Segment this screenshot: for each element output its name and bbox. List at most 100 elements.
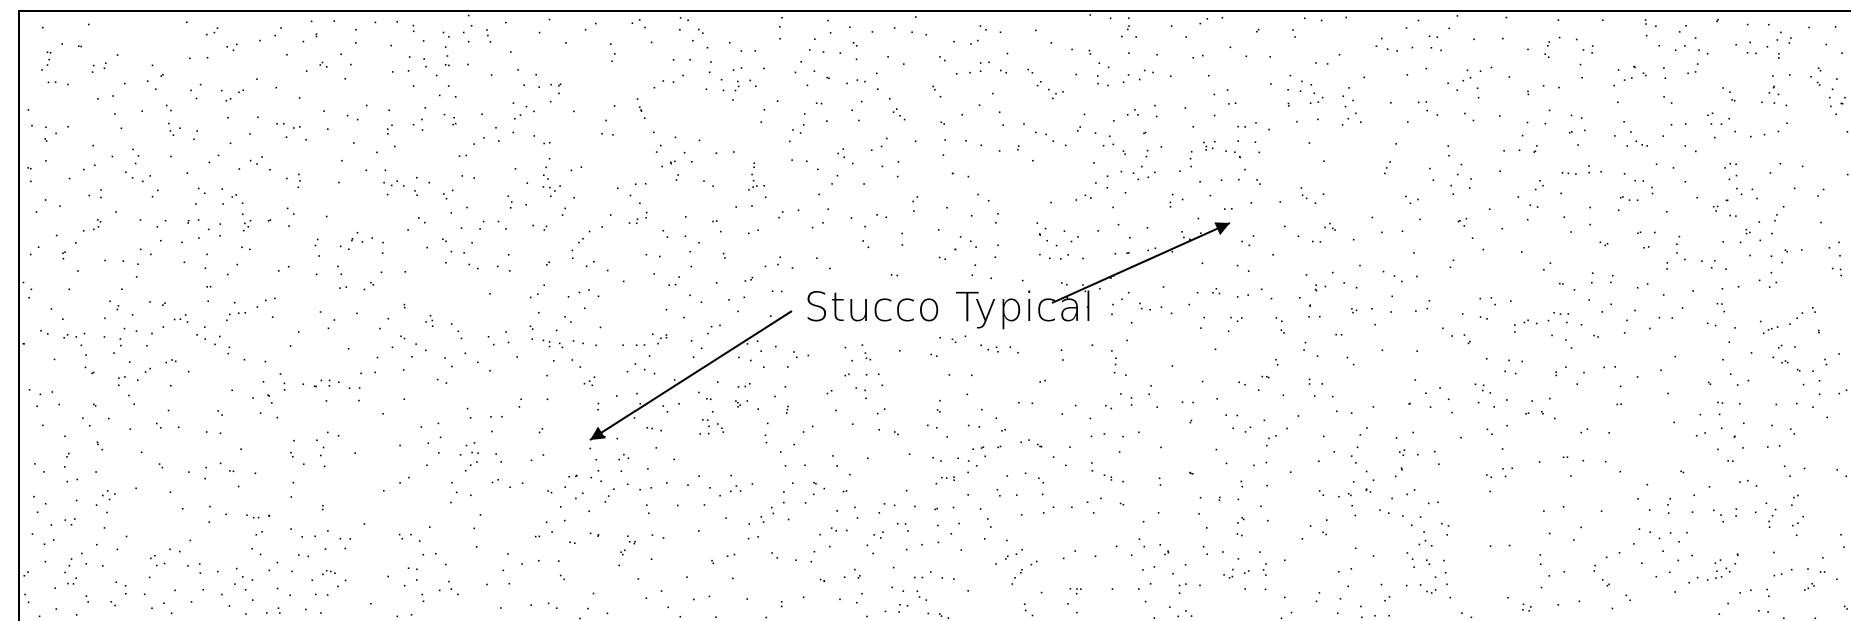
stucco-dot <box>94 164 96 167</box>
stucco-dot <box>244 312 247 314</box>
stucco-dot <box>1767 611 1769 613</box>
stucco-dot <box>831 183 833 185</box>
stucco-dot <box>1710 267 1713 269</box>
stucco-dot <box>85 354 87 356</box>
stucco-dot <box>1215 448 1218 451</box>
stucco-dot <box>1776 326 1779 328</box>
stucco-dot <box>679 29 681 31</box>
stucco-dot <box>1124 192 1127 194</box>
stucco-dot <box>1838 392 1841 395</box>
stucco-dot <box>1736 187 1738 190</box>
stucco-dot <box>784 386 787 388</box>
stucco-dot <box>1768 23 1770 26</box>
stucco-dot <box>1523 321 1526 324</box>
stucco-dot <box>1678 31 1681 33</box>
stucco-dot <box>62 257 65 260</box>
stucco-dot <box>420 426 423 428</box>
stucco-dot <box>780 290 783 293</box>
stucco-dot <box>279 612 281 614</box>
stucco-dot <box>1091 344 1094 346</box>
stucco-dot <box>952 506 955 509</box>
stucco-dot <box>443 193 445 195</box>
stucco-dot <box>285 136 288 138</box>
stucco-dot <box>856 517 859 519</box>
stucco-dot <box>672 81 675 83</box>
stucco-dot <box>880 537 882 539</box>
stucco-dot <box>479 514 482 516</box>
stucco-dot <box>1623 332 1626 334</box>
stucco-dot <box>36 511 39 513</box>
stucco-dot <box>531 328 534 330</box>
stucco-dot <box>396 21 398 23</box>
stucco-dot <box>1320 19 1323 22</box>
stucco-dot <box>777 263 779 266</box>
stucco-dot <box>1372 479 1375 481</box>
stucco-dot <box>467 14 470 17</box>
stucco-dot <box>1126 114 1129 116</box>
stucco-dot <box>1075 592 1078 595</box>
stucco-dot <box>878 373 880 376</box>
stucco-dot <box>34 463 36 465</box>
stucco-dot <box>207 300 209 302</box>
stucco-dot <box>1333 451 1336 453</box>
stucco-dot <box>252 516 255 519</box>
stucco-dot <box>1205 145 1208 148</box>
stucco-dot <box>421 118 423 121</box>
stucco-dot <box>538 535 541 538</box>
stucco-dot <box>1412 431 1414 434</box>
stucco-dot <box>964 335 967 338</box>
stucco-dot <box>851 359 853 362</box>
stucco-dot <box>1355 309 1358 312</box>
stucco-dot <box>1466 69 1469 72</box>
stucco-dot <box>1040 445 1043 448</box>
stucco-dot <box>1617 209 1620 212</box>
stucco-dot <box>83 332 86 335</box>
stucco-dot <box>1388 512 1390 514</box>
stucco-dot <box>1739 481 1741 483</box>
stucco-dot <box>967 424 970 427</box>
stucco-dot <box>1164 553 1166 556</box>
stucco-dot <box>1384 599 1386 602</box>
stucco-dot <box>1318 592 1321 594</box>
stucco-dot <box>467 40 470 43</box>
stucco-dot <box>450 323 453 325</box>
stucco-dot <box>1128 252 1130 254</box>
stucco-dot <box>1212 292 1214 294</box>
stucco-dot <box>249 219 252 222</box>
stucco-dot <box>1678 235 1681 238</box>
stucco-dot <box>1646 145 1648 147</box>
stucco-dot <box>1802 383 1805 386</box>
stucco-dot <box>1236 533 1239 535</box>
stucco-dot <box>1729 214 1731 217</box>
stucco-dot <box>137 263 139 265</box>
stucco-dot <box>1097 75 1099 77</box>
stucco-dot <box>150 253 152 256</box>
stucco-dot <box>756 185 758 187</box>
stucco-dot <box>203 192 206 195</box>
stucco-dot <box>1317 101 1320 103</box>
stucco-dot <box>1486 318 1488 320</box>
stucco-dot <box>738 356 740 359</box>
stucco-dot <box>66 456 68 458</box>
stucco-dot <box>125 593 127 595</box>
stucco-dot <box>961 113 963 116</box>
stucco-dot <box>543 284 545 286</box>
stucco-dot <box>559 185 561 187</box>
stucco-dot <box>1429 167 1431 170</box>
stucco-dot <box>828 77 830 80</box>
stucco-dot <box>1045 133 1047 136</box>
stucco-dot <box>771 552 773 554</box>
stucco-dot <box>1521 251 1523 253</box>
stucco-dot <box>977 193 979 196</box>
stucco-dot <box>139 248 142 251</box>
stucco-dot <box>939 95 942 98</box>
stucco-dot <box>1715 577 1717 579</box>
stucco-dot <box>883 408 886 410</box>
stucco-dot <box>1342 95 1345 97</box>
stucco-dot <box>1314 202 1317 204</box>
stucco-dot <box>27 167 29 169</box>
stucco-dot <box>655 151 658 153</box>
stucco-dot <box>24 593 26 596</box>
stucco-dot <box>162 304 164 306</box>
stucco-dot <box>835 409 837 412</box>
